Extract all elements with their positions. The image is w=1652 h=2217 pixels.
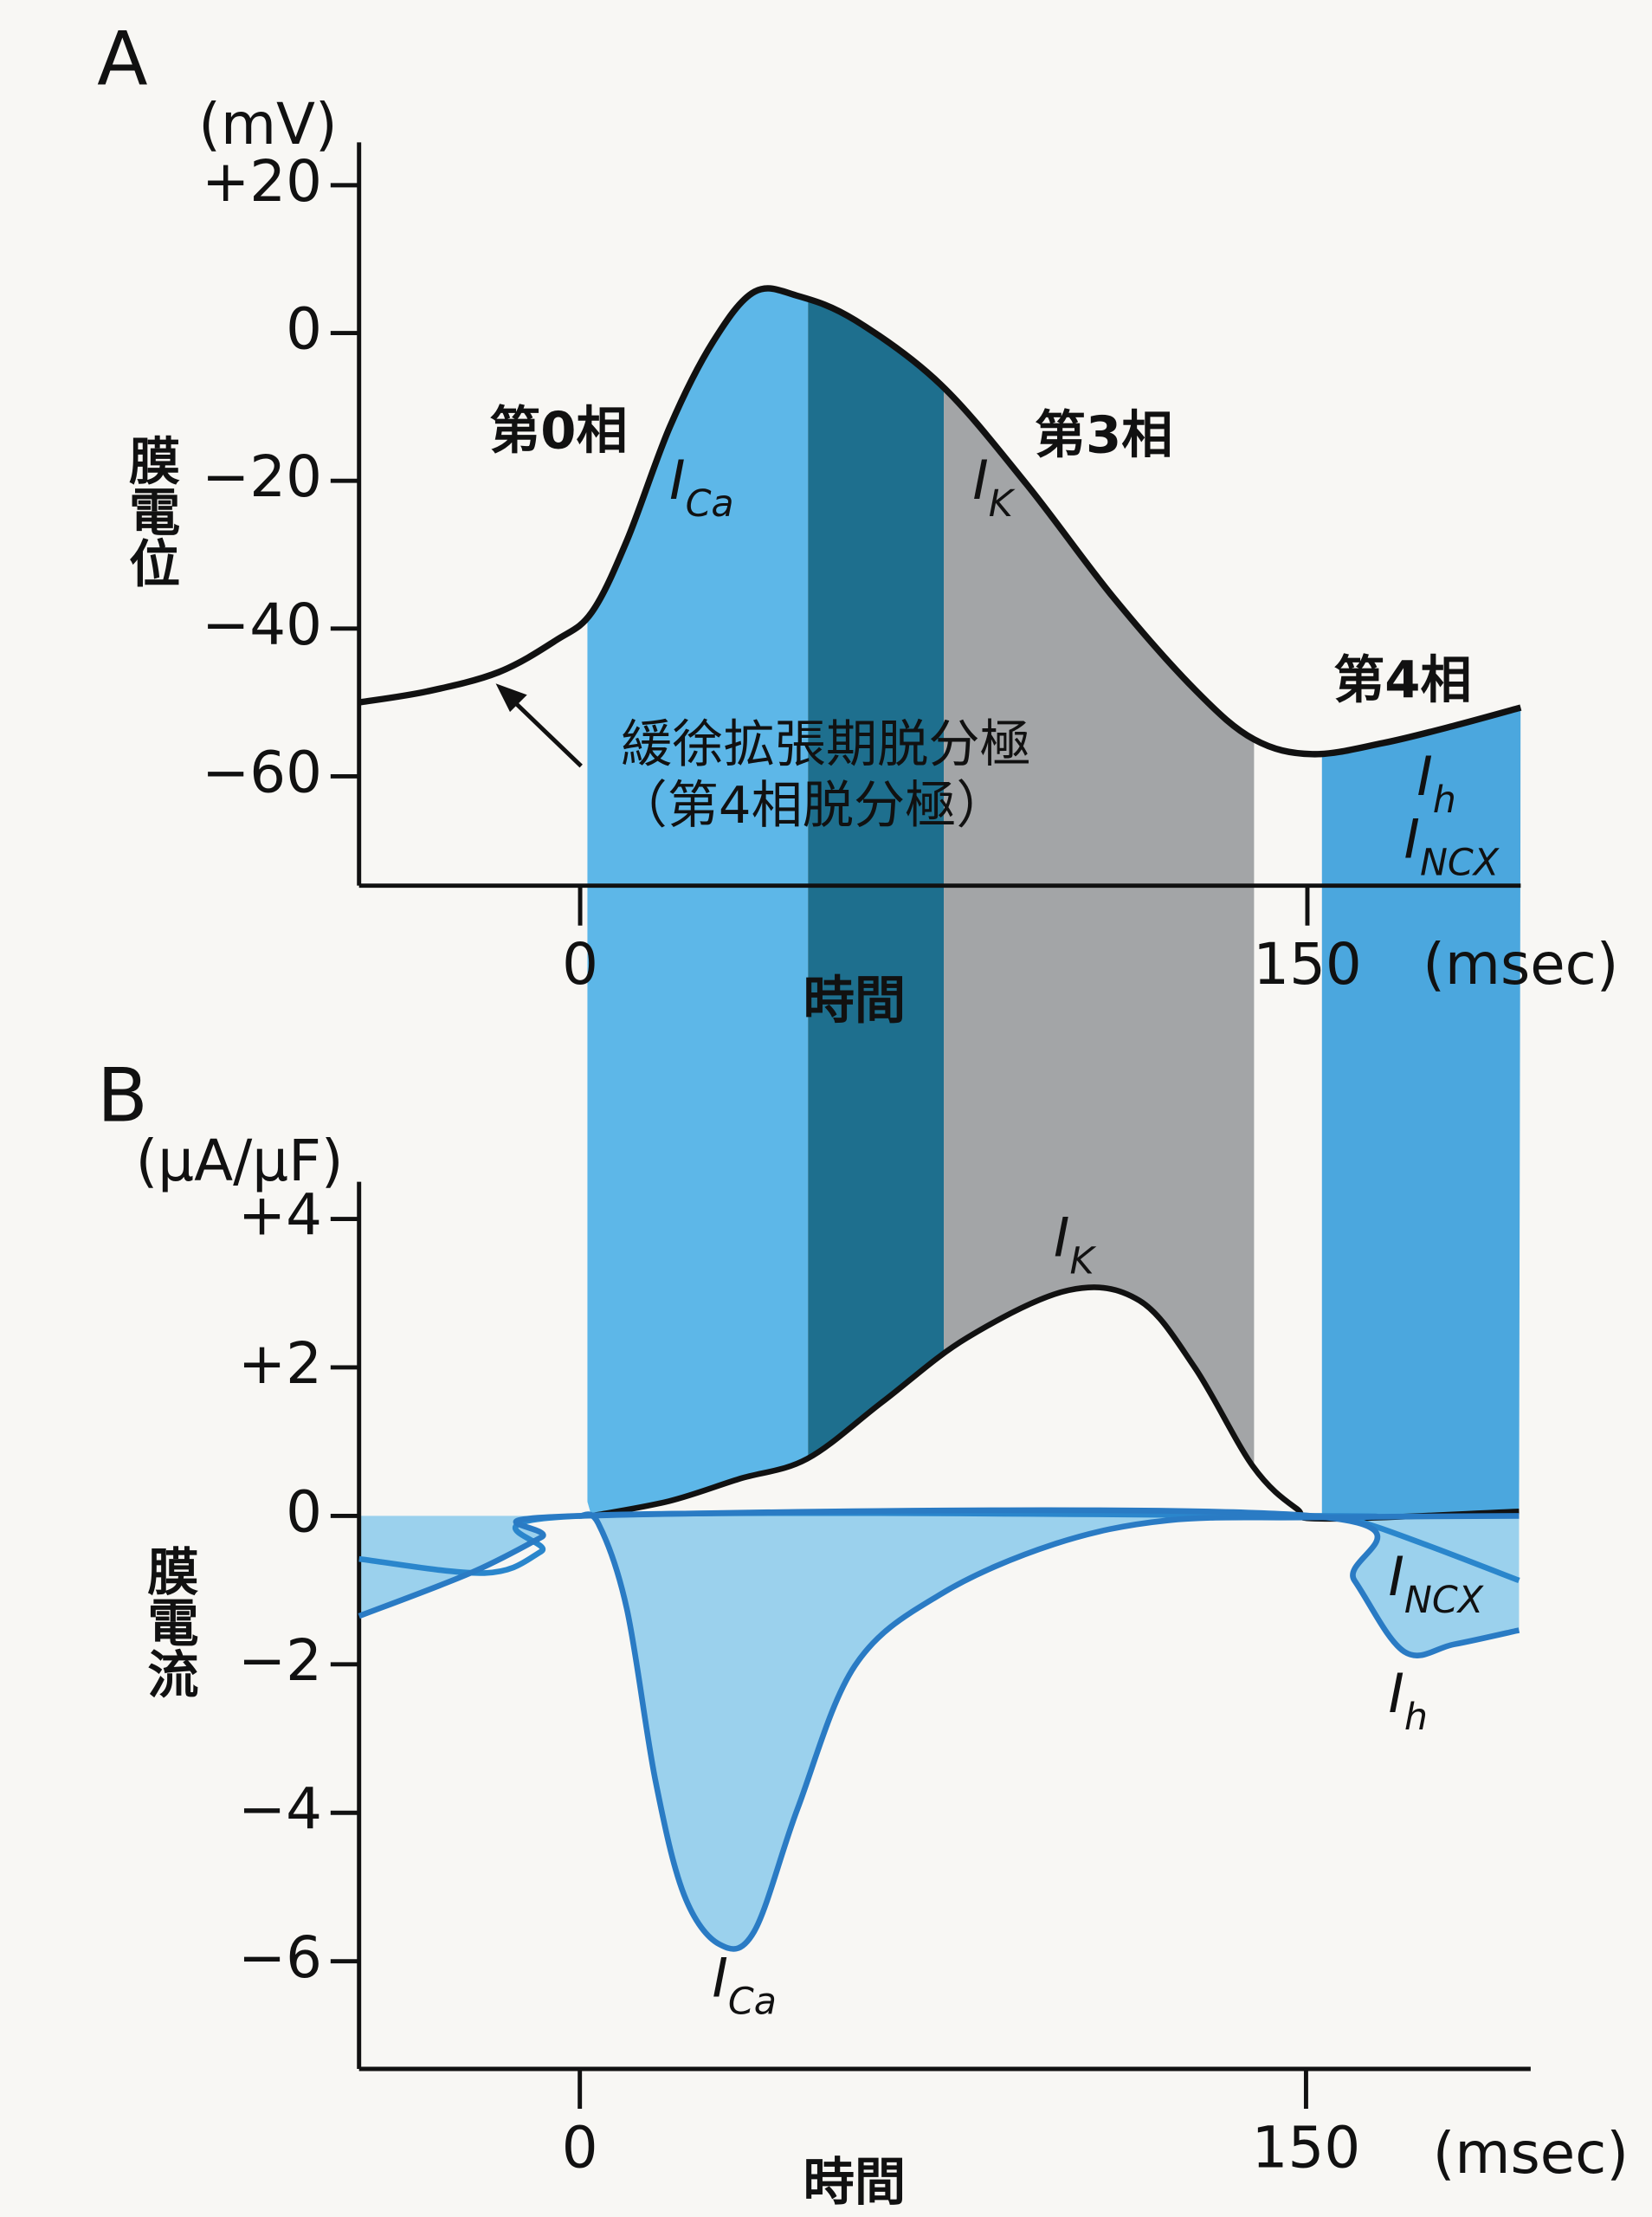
y-tick-label: −40	[202, 591, 322, 658]
x-unit: (msec)	[1423, 931, 1618, 998]
current-line	[358, 1507, 1520, 1658]
current-area	[579, 1514, 1520, 1949]
y-tick-label: 0	[286, 1478, 322, 1545]
curve-label: INCX	[1388, 1545, 1484, 1621]
y-tick-label: −60	[202, 739, 322, 805]
x-axis-label: 時間	[803, 2152, 906, 2212]
label-main: I	[972, 449, 988, 512]
x-tick-label: 0	[562, 2114, 598, 2181]
phase-label: 第0相	[489, 401, 628, 461]
phase-label: 第4相	[1333, 650, 1472, 709]
y-tick-label: 0	[286, 296, 322, 363]
label-sub: NCX	[1420, 841, 1500, 884]
y-tick-label: −4	[238, 1775, 322, 1842]
y-tick-label: −20	[202, 443, 322, 510]
label-main: I	[1404, 807, 1420, 870]
label-main: I	[1388, 1662, 1404, 1725]
label-main: I	[712, 1947, 727, 2010]
current-line	[578, 1511, 1520, 1952]
label-main: I	[1388, 1545, 1404, 1608]
y-tick-label: +4	[238, 1182, 322, 1249]
y-axis-label: 膜電流	[139, 1545, 199, 1699]
label-main: I	[669, 449, 685, 512]
phase-band	[1321, 288, 1521, 1519]
x-tick-label: 150	[1253, 931, 1361, 998]
label-sub: K	[1070, 1239, 1097, 1283]
label-main: I	[1054, 1206, 1069, 1270]
current-fills	[358, 1509, 1520, 1949]
curve-label: INCX	[1404, 807, 1500, 883]
y-tick-label: −2	[238, 1627, 322, 1694]
y-unit: (mV)	[198, 91, 337, 158]
potential-line	[358, 285, 1522, 758]
y-tick-label: +2	[238, 1330, 322, 1397]
label-sub: NCX	[1404, 1579, 1485, 1622]
y-axis-label: 膜電位	[121, 434, 181, 588]
curve-label: IK	[1054, 1206, 1096, 1283]
arrow-head	[495, 683, 527, 713]
label-sub: Ca	[686, 482, 734, 526]
current-area	[358, 1509, 1520, 1656]
x-axis-label: 時間	[803, 970, 906, 1030]
label-sub: h	[1404, 1695, 1428, 1738]
curve-label: Ih	[1416, 745, 1456, 821]
arrow	[508, 695, 583, 768]
annotation: （第4相脱分極）	[616, 775, 1008, 835]
label-sub: Ca	[728, 1980, 777, 2023]
phase-band	[808, 288, 945, 1519]
x-tick-label: 150	[1252, 2114, 1360, 2181]
label-sub: K	[989, 482, 1016, 526]
curve-label: Ih	[1388, 1662, 1428, 1738]
panel-letter: A	[97, 16, 147, 102]
x-tick-label: 0	[562, 931, 598, 998]
curve-label: ICa	[669, 449, 733, 525]
x-unit: (msec)	[1433, 2120, 1629, 2187]
curve-label: IK	[972, 449, 1015, 525]
panel-letter: B	[97, 1053, 148, 1139]
annotation: 緩徐拡張期脱分極	[621, 714, 1031, 773]
phase-label: 第3相	[1035, 405, 1173, 465]
label-sub: h	[1433, 779, 1456, 822]
y-tick-label: +20	[202, 148, 322, 215]
label-main: I	[1416, 745, 1432, 808]
curve-label: ICa	[712, 1947, 776, 2023]
y-tick-label: −6	[238, 1924, 322, 1991]
y-unit: (μA/μF)	[136, 1128, 344, 1194]
